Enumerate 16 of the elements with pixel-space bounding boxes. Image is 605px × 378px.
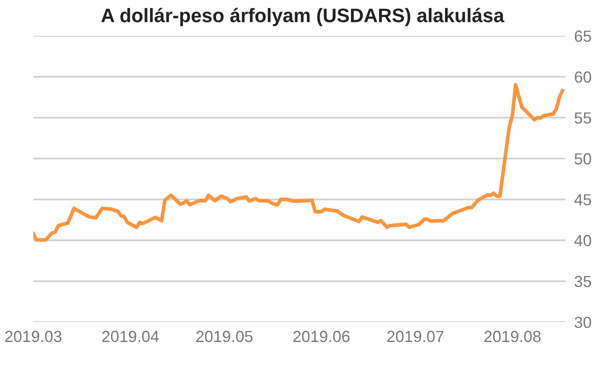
x-tick-label: 2019.08 (484, 330, 541, 342)
x-tick-label: 2019.07 (387, 330, 444, 342)
x-tick-label: 2019.05 (196, 330, 253, 342)
y-tick-label: 65 (574, 30, 592, 42)
y-tick-label: 50 (574, 153, 592, 164)
y-tick-label: 40 (574, 234, 592, 246)
y-tick-label: 45 (574, 194, 592, 206)
y-tick-label: 60 (574, 71, 592, 83)
x-tick-label: 2019.06 (293, 330, 350, 342)
x-tick-label: 2019.03 (5, 330, 62, 342)
y-tick-label: 30 (574, 316, 592, 328)
y-tick-label: 35 (574, 276, 592, 288)
y-tick-label: 55 (574, 112, 592, 124)
line-series (33, 83, 564, 242)
chart-title: A dollár-peso árfolyam (USDARS) alakulása (101, 8, 504, 26)
x-tick-label: 2019.04 (102, 330, 159, 342)
